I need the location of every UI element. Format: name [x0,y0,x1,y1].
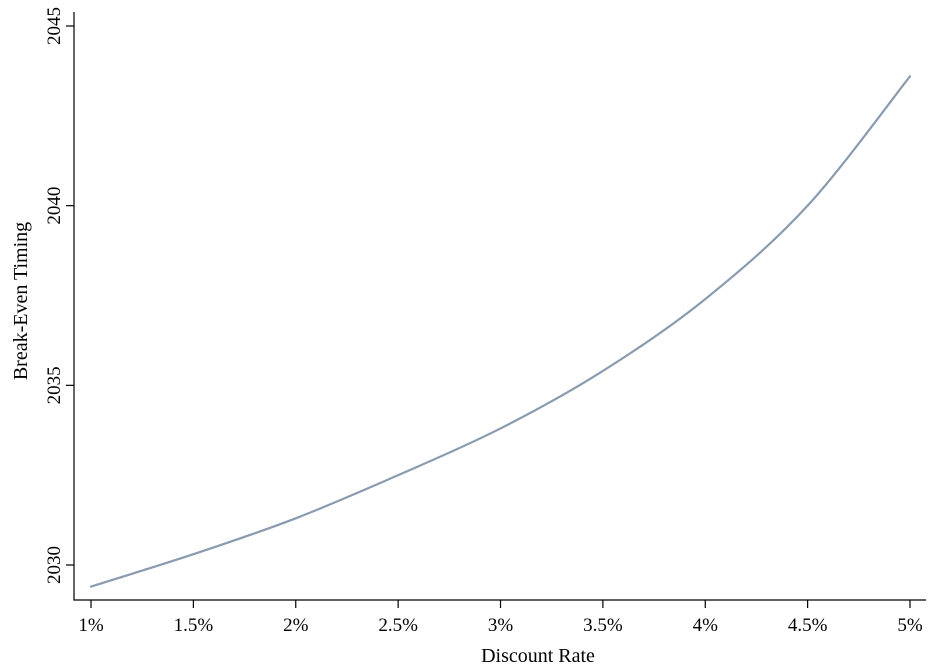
series-group [89,75,912,588]
y-axis-ticks: 2030 2035 2040 2045 [44,7,74,584]
series-line [89,75,912,588]
y-axis-title: Break-Even Timing [10,222,32,380]
x-tick-label: 3.5% [583,615,623,636]
y-tick-label: 2045 [44,7,65,45]
x-tick-label: 4.5% [788,615,828,636]
x-tick-label: 4% [693,615,719,636]
x-axis-title: Discount Rate [481,645,595,666]
y-tick-label: 2040 [44,187,65,225]
x-tick-label: 5% [897,615,923,636]
axes [73,12,926,601]
x-axis-ticks: 1% 1.5% 2% 2.5% 3% 3.5% 4% 4.5% 5% [78,600,923,636]
x-tick-label: 2% [283,615,309,636]
x-tick-label: 3% [488,615,514,636]
y-tick-label: 2035 [44,366,65,404]
x-tick-label: 2.5% [378,615,418,636]
x-tick-label: 1% [78,615,104,636]
x-tick-label: 1.5% [174,615,214,636]
y-tick-label: 2030 [44,546,65,584]
axis-frame [73,12,926,601]
